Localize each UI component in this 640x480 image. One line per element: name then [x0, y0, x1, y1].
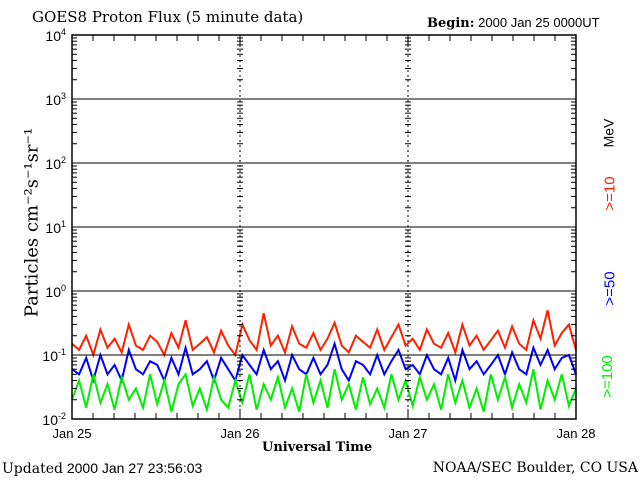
updated-value: 2000 Jan 27 23:56:03	[66, 460, 203, 476]
x-tick-label: Jan 27	[388, 426, 427, 441]
y-tick-label: 10-2	[42, 411, 66, 428]
legend-ge50: >=50	[601, 271, 619, 306]
x-tick-label: Jan 28	[556, 426, 595, 441]
y-tick-label: 102	[45, 155, 66, 172]
legend-ge10: >=10	[601, 176, 619, 211]
source-credit: NOAA/SEC Boulder, CO USA	[432, 460, 638, 476]
y-tick-label: 104	[45, 27, 66, 44]
updated-label: Updated	[2, 461, 63, 477]
legend-ge100: >=100	[598, 355, 616, 398]
x-tick-label: Jan 25	[52, 426, 91, 441]
y-tick-label: 103	[45, 91, 66, 108]
y-tick-label: 101	[45, 219, 66, 236]
series-line-ge10	[71, 310, 577, 359]
series-line-ge50	[71, 340, 577, 385]
y-tick-label: 10-1	[42, 347, 66, 364]
legend-unit: MeV	[600, 118, 617, 148]
begin-info: Begin: 2000 Jan 25 0000UT	[427, 15, 600, 31]
updated-info: Updated 2000 Jan 27 23:56:03	[2, 460, 202, 477]
begin-value: 2000 Jan 25 0000UT	[478, 15, 600, 30]
chart-title: GOES8 Proton Flux (5 minute data)	[32, 8, 304, 26]
series-line-ge100	[71, 368, 577, 414]
begin-label: Begin:	[427, 16, 475, 31]
y-tick-label: 100	[45, 283, 66, 300]
plot-frame	[71, 34, 577, 420]
x-tick-label: Jan 26	[220, 426, 259, 441]
y-axis-label: Particles cm⁻²s⁻¹sr⁻¹	[21, 127, 43, 318]
x-axis-label: Universal Time	[262, 440, 373, 455]
